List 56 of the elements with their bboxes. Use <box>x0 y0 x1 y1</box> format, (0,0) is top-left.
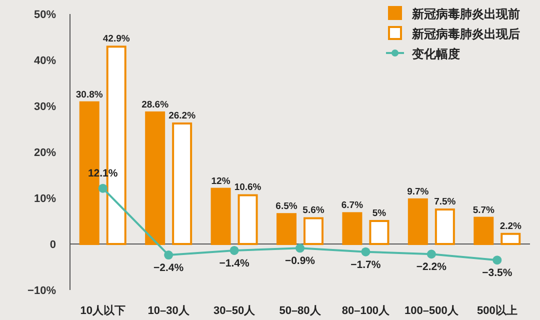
data-label: −2.2% <box>416 261 448 274</box>
x-tick-label: 10人以下 <box>80 304 126 317</box>
bar <box>210 188 231 245</box>
x-tick-label: 100–500人 <box>404 305 460 317</box>
point <box>164 250 174 260</box>
point <box>361 247 370 256</box>
data-label: −0.9% <box>284 255 316 268</box>
legend-label: 变化幅度 <box>411 47 460 61</box>
data-label: 5.6% <box>302 205 325 216</box>
y-tick-label: −10% <box>28 285 56 297</box>
point <box>492 256 502 265</box>
y-tick-label: 50% <box>34 9 56 21</box>
bar <box>434 208 455 245</box>
data-label: 5% <box>372 208 387 219</box>
data-label: 26.2% <box>168 110 196 122</box>
bar <box>369 220 390 245</box>
data-label: 10.6% <box>234 182 262 194</box>
x-tick-label: 10–30人 <box>148 305 190 317</box>
data-label: 28.6% <box>142 99 170 110</box>
y-tick-label: 20% <box>34 147 56 159</box>
point <box>426 250 436 259</box>
bar <box>408 198 428 245</box>
x-tick-label: 50–80人 <box>279 305 322 317</box>
bar <box>276 213 296 245</box>
legend-label: 新冠病毒肺炎出现后 <box>411 27 520 41</box>
x-tick-label: 30–50人 <box>213 305 256 317</box>
bar <box>342 212 362 245</box>
data-label: 12% <box>211 176 231 187</box>
data-label: −1.7% <box>350 258 382 271</box>
data-label: 6.7% <box>341 200 364 212</box>
bar <box>474 216 494 245</box>
point <box>98 184 108 193</box>
data-label: 2.2% <box>500 220 522 232</box>
y-tick-label: 10% <box>34 193 56 205</box>
data-label: 5.7% <box>472 204 496 216</box>
point <box>296 244 304 253</box>
y-tick-label: 30% <box>34 101 56 113</box>
legend-label: 新冠病毒肺炎出现前 <box>411 7 520 21</box>
point <box>230 246 239 255</box>
data-label: 9.7% <box>407 186 430 198</box>
data-label: −3.5% <box>482 267 513 280</box>
bar <box>238 194 258 245</box>
y-tick-label: 0 <box>50 239 56 251</box>
data-label: 30.8% <box>76 89 104 100</box>
data-label: −1.4% <box>219 257 250 270</box>
data-label: 6.5% <box>276 201 298 212</box>
bar <box>172 122 192 245</box>
data-label: 7.5% <box>434 196 456 208</box>
bar <box>500 232 521 245</box>
x-tick-label: 80–100人 <box>342 305 391 317</box>
y-tick-label: 40% <box>34 55 56 67</box>
bar <box>145 111 166 245</box>
data-label: 42.9% <box>102 34 130 45</box>
x-tick-label: 500以上 <box>476 304 518 317</box>
bar <box>304 217 324 245</box>
data-label: −2.4% <box>154 262 184 274</box>
